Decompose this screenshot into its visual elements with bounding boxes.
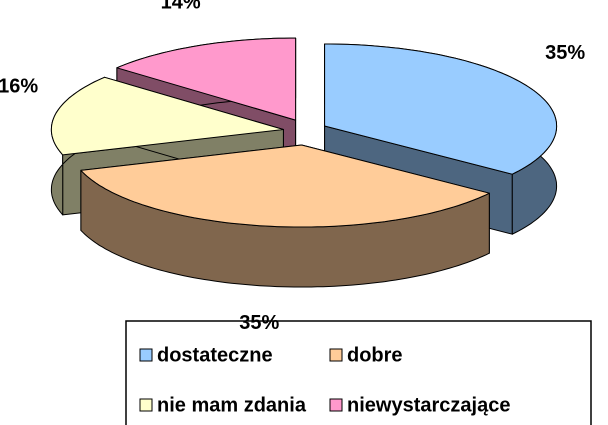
legend-swatch — [139, 348, 153, 362]
legend-label: niewystarczające — [347, 394, 510, 416]
data-label: 35% — [545, 42, 585, 64]
legend-label: dostateczne — [157, 344, 273, 366]
slice-top — [324, 43, 558, 175]
legend-swatch — [139, 398, 153, 412]
legend-box — [125, 320, 592, 425]
data-label: 35% — [239, 312, 279, 334]
slice-top — [80, 144, 490, 228]
data-label: 16% — [0, 76, 38, 98]
data-label: 14% — [161, 0, 201, 13]
pie — [50, 37, 558, 288]
slice-top — [116, 37, 297, 121]
legend-swatch — [329, 348, 343, 362]
legend-label: nie mam zdania — [157, 394, 307, 416]
legend-swatch — [329, 398, 343, 412]
slice-top — [50, 76, 284, 156]
slice — [80, 144, 490, 288]
legend-label: dobre — [347, 344, 403, 366]
